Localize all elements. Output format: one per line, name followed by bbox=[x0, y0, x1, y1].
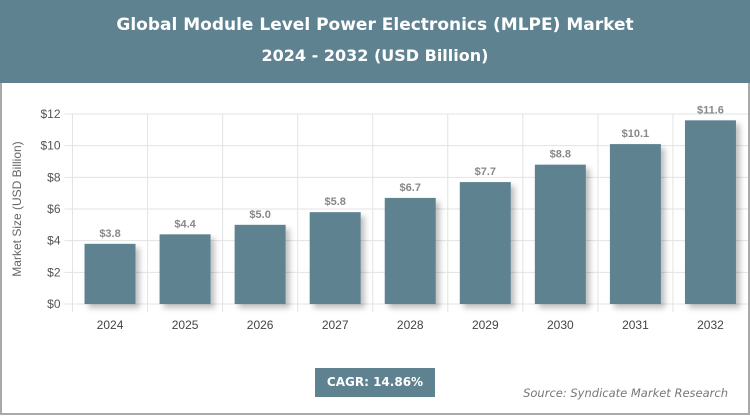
y-tick-label: $12 bbox=[40, 107, 60, 121]
chart-header: Global Module Level Power Electronics (M… bbox=[0, 0, 750, 83]
data-label: $10.1 bbox=[622, 128, 650, 140]
data-label: $5.0 bbox=[249, 209, 270, 221]
bar-2027 bbox=[309, 212, 361, 304]
x-tick-label: 2032 bbox=[697, 318, 724, 332]
x-tick-label: 2029 bbox=[472, 318, 499, 332]
chart-subtitle: 2024 - 2032 (USD Billion) bbox=[261, 46, 489, 65]
bar-2025 bbox=[159, 234, 211, 304]
data-label: $3.8 bbox=[99, 228, 120, 240]
data-label: $11.6 bbox=[697, 104, 724, 116]
bar-2031 bbox=[609, 144, 661, 304]
x-tick-label: 2025 bbox=[172, 318, 199, 332]
bar-2028 bbox=[384, 197, 436, 304]
bar-2029 bbox=[459, 182, 511, 304]
data-label: $4.4 bbox=[174, 218, 196, 230]
y-tick-label: $2 bbox=[47, 265, 61, 279]
y-axis-label: Market Size (USD Billion) bbox=[10, 141, 24, 276]
y-tick-label: $8 bbox=[47, 170, 61, 184]
data-label: $7.7 bbox=[475, 166, 496, 178]
x-tick-label: 2027 bbox=[322, 318, 349, 332]
y-tick-label: $6 bbox=[47, 202, 61, 216]
x-tick-label: 2024 bbox=[97, 318, 124, 332]
data-label: $5.8 bbox=[324, 196, 345, 208]
x-tick-label: 2031 bbox=[622, 318, 649, 332]
x-tick-label: 2030 bbox=[547, 318, 574, 332]
x-tick-label: 2026 bbox=[247, 318, 274, 332]
chart-title: Global Module Level Power Electronics (M… bbox=[116, 15, 634, 35]
bar-2030 bbox=[534, 164, 586, 304]
x-tick-label: 2028 bbox=[397, 318, 424, 332]
y-tick-label: $10 bbox=[40, 139, 60, 153]
bar-2026 bbox=[234, 224, 286, 304]
data-label: $6.7 bbox=[400, 182, 421, 194]
bar-2024 bbox=[84, 243, 136, 304]
cagr-badge: CAGR: 14.86% bbox=[315, 368, 435, 397]
y-tick-label: $0 bbox=[47, 297, 61, 311]
y-tick-label: $4 bbox=[47, 234, 61, 248]
data-label: $8.8 bbox=[550, 149, 571, 161]
source-note: Source: Syndicate Market Research bbox=[523, 386, 728, 400]
bar-2032 bbox=[684, 120, 736, 304]
